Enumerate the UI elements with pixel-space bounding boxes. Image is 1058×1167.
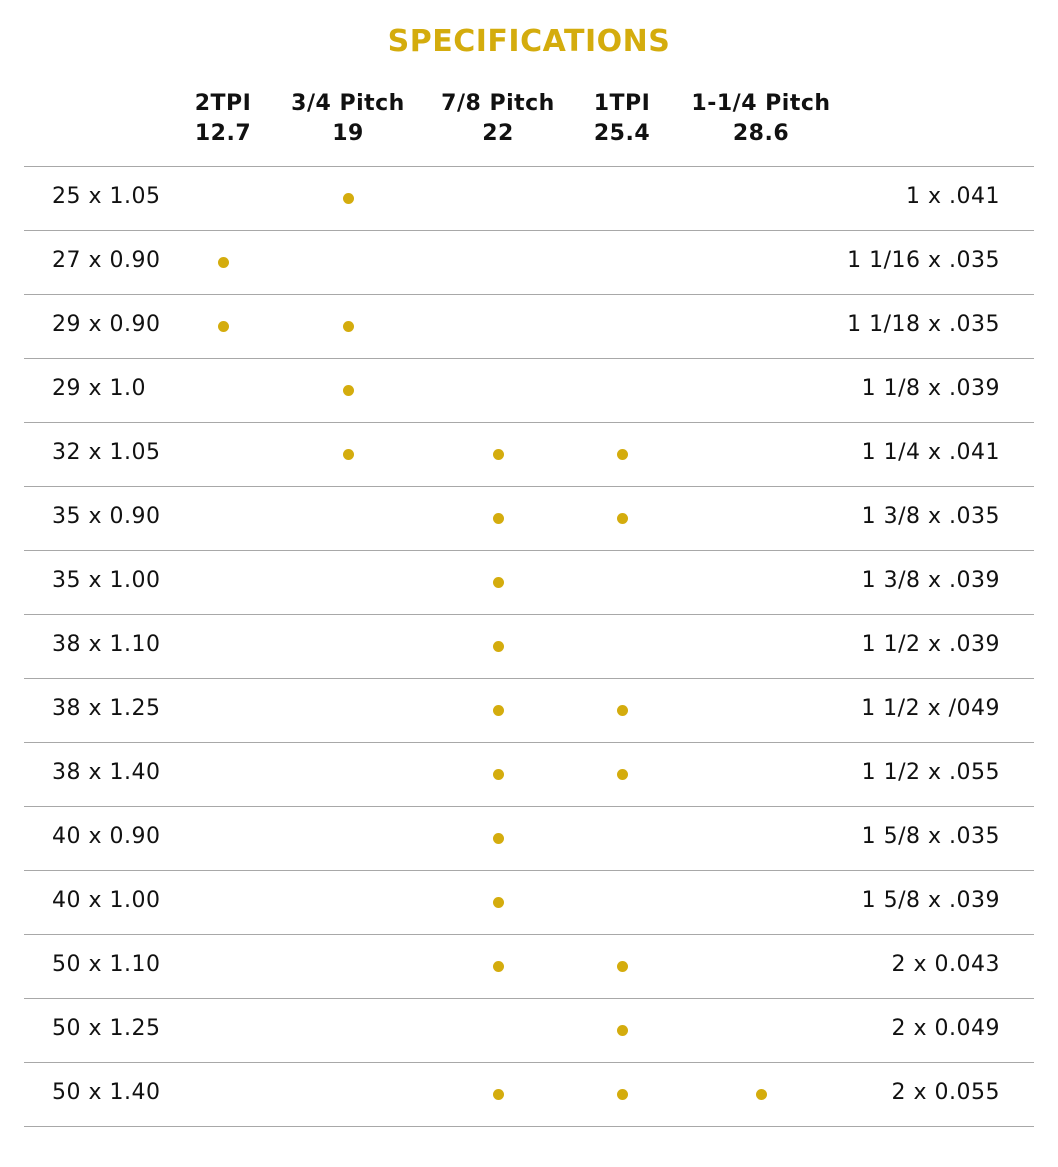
column-header: 2TPI [194,91,252,116]
metric-size: 35 x 0.90 [52,504,161,529]
availability-dot [492,832,504,844]
availability-dot [342,320,354,332]
availability-dot [342,384,354,396]
imperial-size: 1 1/4 x .041 [861,440,1000,465]
column-header: 7/8 Pitch [441,91,555,116]
availability-dot [616,704,628,716]
availability-dot [616,512,628,524]
availability-dot [492,704,504,716]
imperial-size: 1 1/16 x .035 [847,248,1000,273]
availability-dot [342,448,354,460]
row-divider [24,294,1034,295]
metric-size: 25 x 1.05 [52,184,161,209]
imperial-size: 1 1/18 x .035 [847,312,1000,337]
availability-dot [616,1024,628,1036]
row-divider [24,486,1034,487]
metric-size: 38 x 1.25 [52,696,161,721]
availability-dot [755,1088,767,1100]
column-header: 1TPI [593,91,651,116]
row-divider [24,358,1034,359]
availability-dot [616,768,628,780]
metric-size: 35 x 1.00 [52,568,161,593]
metric-size: 50 x 1.25 [52,1016,161,1041]
availability-dot [616,960,628,972]
column-header: 1-1/4 Pitch [691,91,831,116]
column-subheader: 19 [332,121,364,146]
availability-dot [217,256,229,268]
availability-dot [492,768,504,780]
row-divider [24,678,1034,679]
metric-size: 29 x 1.0 [52,376,146,401]
column-subheader: 12.7 [194,121,252,146]
imperial-size: 2 x 0.055 [891,1080,1000,1105]
imperial-size: 2 x 0.043 [891,952,1000,977]
row-divider [24,1126,1034,1127]
availability-dot [616,448,628,460]
availability-dot [342,192,354,204]
availability-dot [492,960,504,972]
availability-dot [492,896,504,908]
row-divider [24,614,1034,615]
column-header: 3/4 Pitch [291,91,405,116]
metric-size: 50 x 1.10 [52,952,161,977]
metric-size: 40 x 0.90 [52,824,161,849]
row-divider [24,166,1034,167]
metric-size: 29 x 0.90 [52,312,161,337]
column-subheader: 25.4 [593,121,651,146]
column-subheader: 28.6 [732,121,790,146]
row-divider [24,806,1034,807]
row-divider [24,742,1034,743]
title: SPECIFICATIONS [387,24,671,59]
metric-size: 27 x 0.90 [52,248,161,273]
metric-size: 50 x 1.40 [52,1080,161,1105]
availability-dot [492,512,504,524]
availability-dot [492,448,504,460]
row-divider [24,870,1034,871]
imperial-size: 1 5/8 x .039 [861,888,1000,913]
imperial-size: 1 1/2 x .039 [861,632,1000,657]
availability-dot [492,1088,504,1100]
availability-dot [217,320,229,332]
row-divider [24,550,1034,551]
metric-size: 38 x 1.40 [52,760,161,785]
imperial-size: 1 5/8 x .035 [861,824,1000,849]
metric-size: 38 x 1.10 [52,632,161,657]
imperial-size: 1 1/2 x /049 [861,696,1000,721]
metric-size: 40 x 1.00 [52,888,161,913]
row-divider [24,422,1034,423]
column-subheader: 22 [482,121,514,146]
metric-size: 32 x 1.05 [52,440,161,465]
imperial-size: 1 1/8 x .039 [861,376,1000,401]
availability-dot [492,640,504,652]
availability-dot [616,1088,628,1100]
imperial-size: 1 3/8 x .035 [861,504,1000,529]
row-divider [24,998,1034,999]
imperial-size: 2 x 0.049 [891,1016,1000,1041]
imperial-size: 1 1/2 x .055 [861,760,1000,785]
availability-dot [492,576,504,588]
row-divider [24,1062,1034,1063]
imperial-size: 1 x .041 [906,184,1000,209]
row-divider [24,934,1034,935]
imperial-size: 1 3/8 x .039 [861,568,1000,593]
row-divider [24,230,1034,231]
